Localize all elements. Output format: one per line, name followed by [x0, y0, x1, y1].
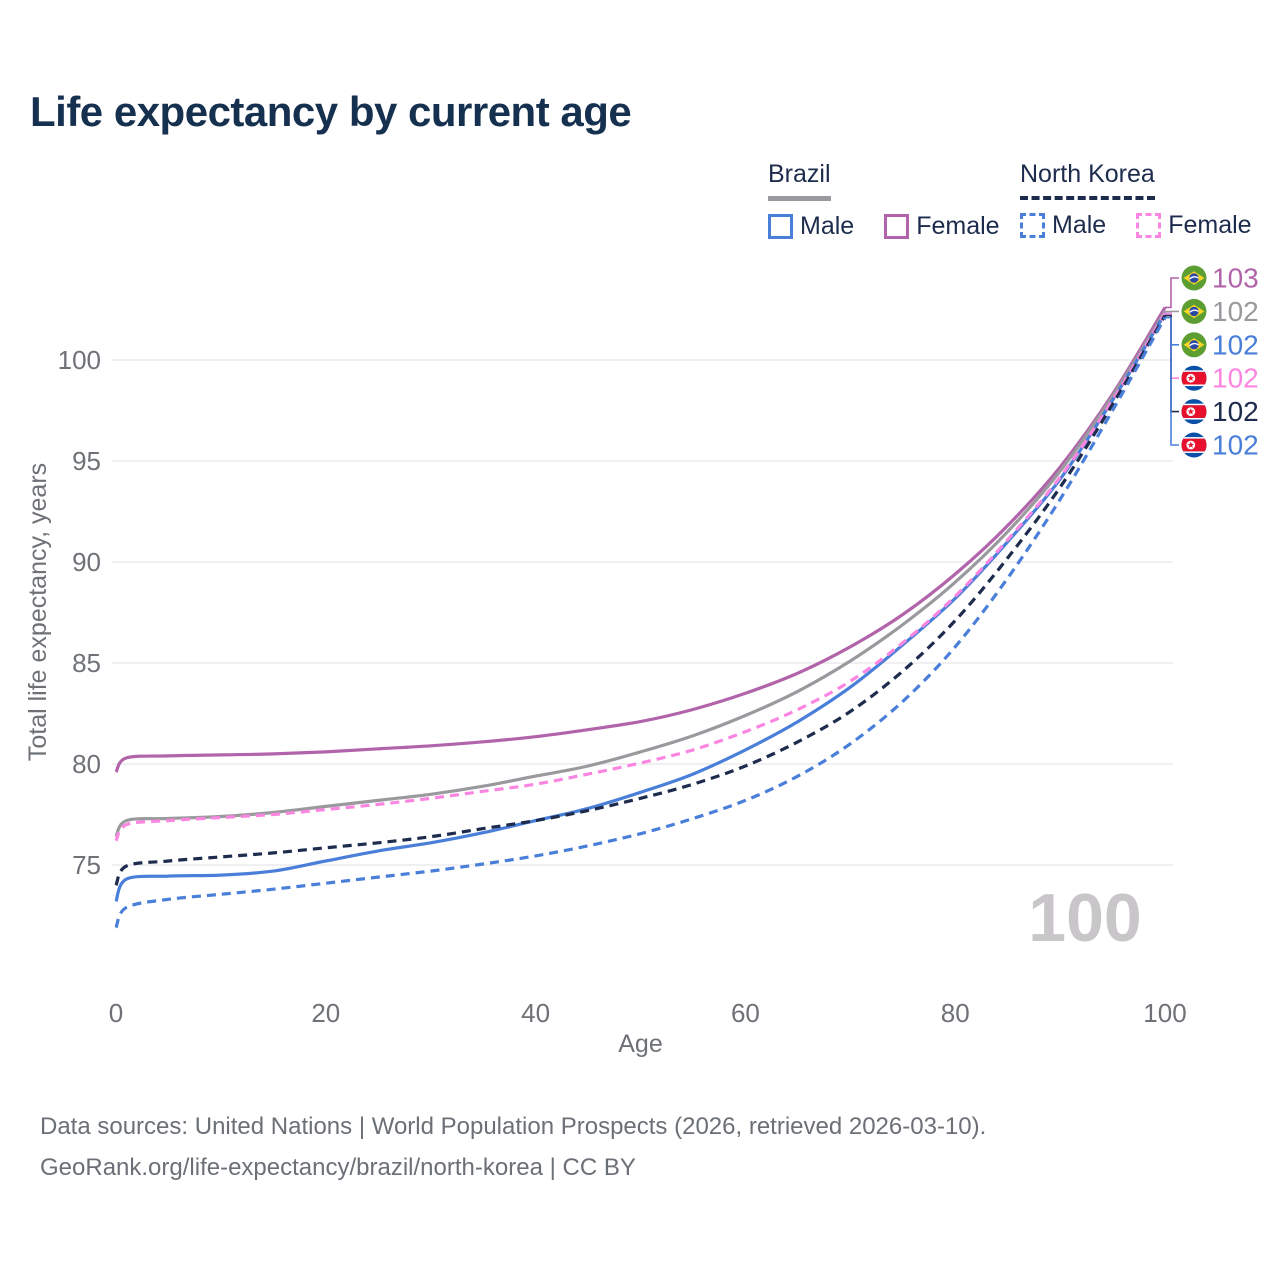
series-line-north-korea-female [114, 312, 1167, 842]
series-layer [114, 306, 1167, 929]
legend-item-north-korea-male[interactable]: Male [1020, 211, 1106, 240]
legend-label-brazil-female: Female [916, 212, 1000, 240]
north-korea-female-swatch-icon [1136, 213, 1162, 238]
y-tick-label-100: 100 [58, 345, 101, 375]
brazil-male-swatch-icon [768, 214, 793, 239]
footer-data-sources: Data sources: United Nations | World Pop… [40, 1113, 987, 1140]
y-axis-title: Total life expectancy, years [24, 463, 52, 761]
footer: Data sources: United Nations | World Pop… [40, 1106, 986, 1188]
brazil-flag-icon [1180, 331, 1208, 358]
legend-north-korea-header[interactable]: North Korea [1020, 160, 1155, 200]
north-korea-flag-icon [1181, 399, 1207, 425]
legend-brazil-header[interactable]: Brazil [768, 160, 831, 201]
x-tick-label-100: 100 [1143, 998, 1186, 1028]
y-tick-label-75: 75 [72, 850, 101, 880]
x-tick-label-80: 80 [941, 998, 970, 1028]
x-tick-label-0: 0 [109, 998, 123, 1028]
brazil-female-swatch-icon [884, 214, 910, 239]
x-tick-label-60: 60 [731, 998, 760, 1028]
legend-label-north-korea-female: Female [1168, 211, 1252, 239]
legend-row-brazil: Male Female [768, 212, 1000, 241]
y-tick-label-80: 80 [72, 749, 101, 779]
leader-line-brazil-female [1165, 277, 1179, 309]
age-indicator-watermark: 100 [1028, 880, 1141, 956]
legend-item-brazil-male[interactable]: Male [768, 212, 854, 241]
north-korea-flag-icon [1181, 432, 1207, 458]
legend-item-brazil-female[interactable]: Female [884, 212, 1000, 241]
end-value-label-north-korea: 102 [1212, 396, 1259, 427]
series-line-north-korea-male [114, 316, 1167, 929]
x-tick-label-40: 40 [521, 998, 550, 1028]
leader-line-north-korea-female [1165, 312, 1179, 379]
x-tick-label-20: 20 [311, 998, 340, 1028]
leader-line-north-korea-male [1165, 316, 1179, 446]
brazil-flag-icon [1180, 264, 1208, 292]
page-title: Life expectancy by current age [30, 88, 632, 135]
y-tick-label-95: 95 [72, 446, 101, 476]
legend-group-brazil: Brazil Male Female [768, 160, 1000, 241]
north-korea-male-swatch-icon [1020, 213, 1045, 238]
end-value-label-brazil-male: 102 [1212, 329, 1259, 360]
series-line-north-korea [114, 314, 1167, 886]
legend-label-north-korea-male: Male [1052, 211, 1107, 239]
y-tick-label-85: 85 [72, 648, 101, 678]
leader-line-north-korea [1165, 314, 1179, 413]
axis-layer: 0 20 40 60 80 100 Age Total life expectancy, ye… [24, 463, 1187, 1058]
end-value-label-north-korea-male: 102 [1212, 430, 1259, 461]
end-value-label-brazil: 102 [1212, 296, 1259, 327]
legend-label-brazil-male: Male [800, 212, 855, 240]
series-line-brazil [114, 310, 1167, 838]
legend-row-north-korea: Male Female [1020, 211, 1252, 240]
legend-group-north-korea: North Korea Male Female [1020, 160, 1252, 240]
series-line-brazil-female [114, 306, 1167, 774]
north-korea-flag-icon [1181, 365, 1207, 391]
x-axis-title: Age [618, 1030, 662, 1058]
watermark-layer: 100 [1028, 880, 1141, 956]
grid-layer: 75 80 85 90 95 100 [58, 345, 1173, 880]
brazil-flag-icon [1180, 298, 1208, 325]
end-value-label-brazil-female: 103 [1212, 263, 1259, 294]
legend-item-north-korea-female[interactable]: Female [1136, 211, 1252, 240]
end-value-label-north-korea-female: 102 [1212, 363, 1259, 394]
footer-attribution: GeoRank.org/life-expectancy/brazil/north… [40, 1154, 636, 1181]
y-tick-label-90: 90 [72, 547, 101, 577]
